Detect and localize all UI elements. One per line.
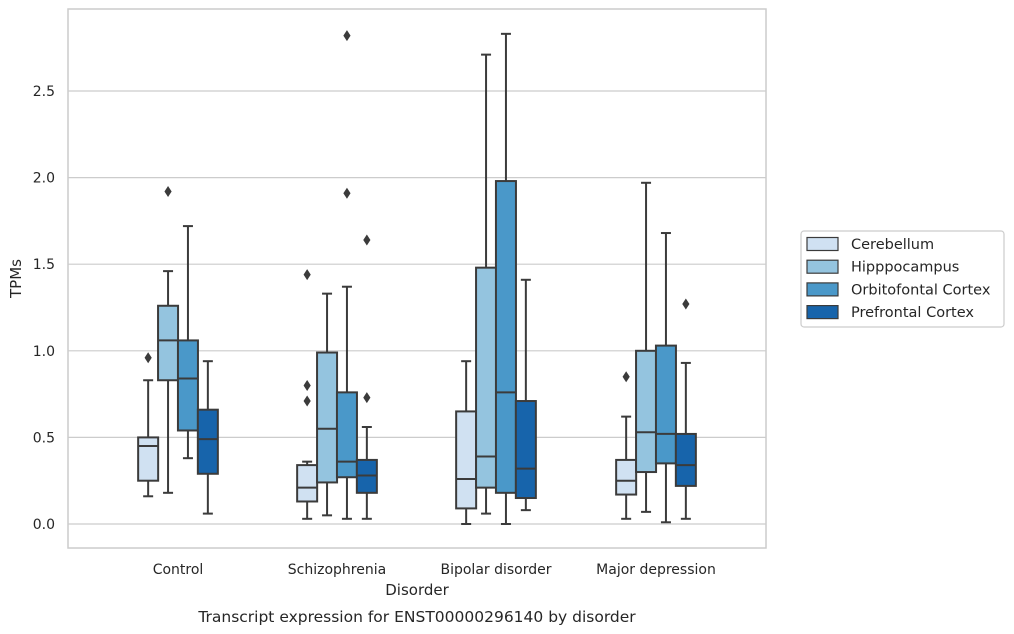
y-tick-label: 1.0 [33, 344, 55, 360]
iqr-box [316, 351, 339, 484]
box-plots [137, 30, 697, 525]
box-prefrontal-cortex-1 [355, 234, 378, 520]
iqr-box [654, 344, 677, 465]
legend-label: Cerebellum [851, 237, 934, 253]
outlier-point [343, 187, 351, 199]
plot-frame [67, 8, 767, 549]
legend-swatch [806, 259, 839, 274]
chart-caption: Transcript expression for ENST0000029614… [197, 608, 636, 626]
iqr-box [475, 266, 498, 489]
box-cerebellum-2 [455, 360, 478, 525]
legend-label: Hipppocampus [851, 260, 959, 276]
outlier-point [303, 269, 311, 281]
iqr-box [335, 391, 358, 479]
legend: Cerebellum Hipppocampus Orbitofontal Corte… [800, 230, 1005, 328]
box-orbitofontal-cortex-2 [494, 32, 517, 525]
box-orbitofontal-cortex-1 [335, 30, 358, 520]
outlier-point [682, 298, 690, 310]
outlier-point [343, 30, 351, 42]
outlier-point [622, 371, 630, 383]
box-cerebellum-1 [296, 269, 319, 520]
iqr-box [157, 304, 180, 382]
iqr-box [296, 464, 319, 503]
iqr-box [615, 458, 638, 496]
outlier-point [363, 234, 371, 246]
x-tick-label: Control [153, 562, 204, 578]
outlier-point [144, 352, 152, 364]
box-orbitofontal-cortex-3 [654, 232, 677, 524]
y-tick-label: 1.5 [33, 257, 55, 273]
iqr-box [455, 410, 478, 510]
x-axis-label: Disorder [385, 581, 449, 599]
box-hipppocampus-3 [635, 181, 658, 513]
iqr-box [176, 339, 199, 432]
box-orbitofontal-cortex-0 [176, 225, 199, 460]
outlier-point [303, 379, 311, 391]
x-tick-label: Major depression [596, 562, 716, 578]
y-axis-label: TPMs [7, 259, 25, 299]
x-tick-label: Bipolar disorder [440, 562, 551, 578]
box-prefrontal-cortex-0 [196, 360, 219, 515]
iqr-box [674, 432, 697, 487]
x-tick-label: Schizophrenia [288, 562, 386, 578]
y-tick-label: 0.5 [33, 430, 55, 446]
box-hipppocampus-0 [157, 185, 180, 494]
legend-swatch [806, 305, 839, 320]
box-cerebellum-3 [615, 371, 638, 520]
y-tick-label: 0.0 [33, 517, 55, 533]
box-hipppocampus-1 [316, 292, 339, 517]
box-cerebellum-0 [137, 352, 160, 498]
x-tick-labels: Control Schizophrenia Bipolar disorder Majo… [153, 562, 716, 578]
legend-swatch [806, 282, 839, 297]
outlier-point [164, 185, 172, 197]
legend-swatch [806, 236, 839, 252]
legend-frame [800, 230, 1005, 328]
y-tick-label: 2.5 [33, 84, 55, 100]
outlier-point [303, 395, 311, 407]
legend-label: Prefrontal Cortex [851, 305, 974, 321]
iqr-box [196, 408, 219, 475]
box-prefrontal-cortex-2 [514, 278, 537, 512]
iqr-box [635, 349, 658, 474]
legend-label: Orbitofontal Cortex [851, 282, 991, 298]
y-tick-label: 2.0 [33, 171, 55, 187]
outlier-point [363, 392, 371, 404]
box-prefrontal-cortex-3 [674, 298, 697, 520]
iqr-box [137, 436, 160, 482]
box-hipppocampus-2 [475, 53, 498, 515]
iqr-box [514, 400, 537, 500]
iqr-box [494, 180, 517, 494]
y-tick-labels: 0.0 0.5 1.0 1.5 2.0 2.5 [33, 84, 55, 533]
